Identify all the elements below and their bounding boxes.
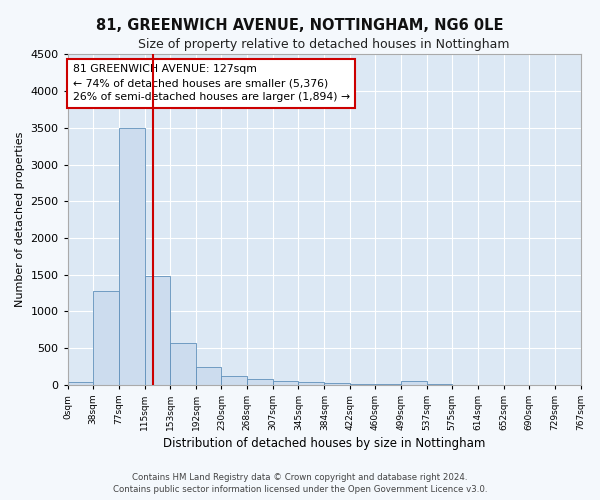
Bar — [68, 382, 93, 384]
Bar — [401, 381, 427, 384]
Bar — [221, 376, 247, 384]
Text: Contains HM Land Registry data © Crown copyright and database right 2024.
Contai: Contains HM Land Registry data © Crown c… — [113, 473, 487, 494]
Bar — [325, 383, 350, 384]
Y-axis label: Number of detached properties: Number of detached properties — [15, 132, 25, 307]
Bar — [170, 343, 196, 384]
Text: 81 GREENWICH AVENUE: 127sqm
← 74% of detached houses are smaller (5,376)
26% of : 81 GREENWICH AVENUE: 127sqm ← 74% of det… — [73, 64, 350, 102]
Bar — [273, 381, 298, 384]
X-axis label: Distribution of detached houses by size in Nottingham: Distribution of detached houses by size … — [163, 437, 485, 450]
Bar — [93, 292, 119, 384]
Title: Size of property relative to detached houses in Nottingham: Size of property relative to detached ho… — [139, 38, 510, 51]
Text: 81, GREENWICH AVENUE, NOTTINGHAM, NG6 0LE: 81, GREENWICH AVENUE, NOTTINGHAM, NG6 0L… — [96, 18, 504, 32]
Bar — [247, 379, 273, 384]
Bar — [196, 367, 221, 384]
Bar — [119, 128, 145, 384]
Bar — [145, 276, 170, 384]
Bar — [298, 382, 325, 384]
